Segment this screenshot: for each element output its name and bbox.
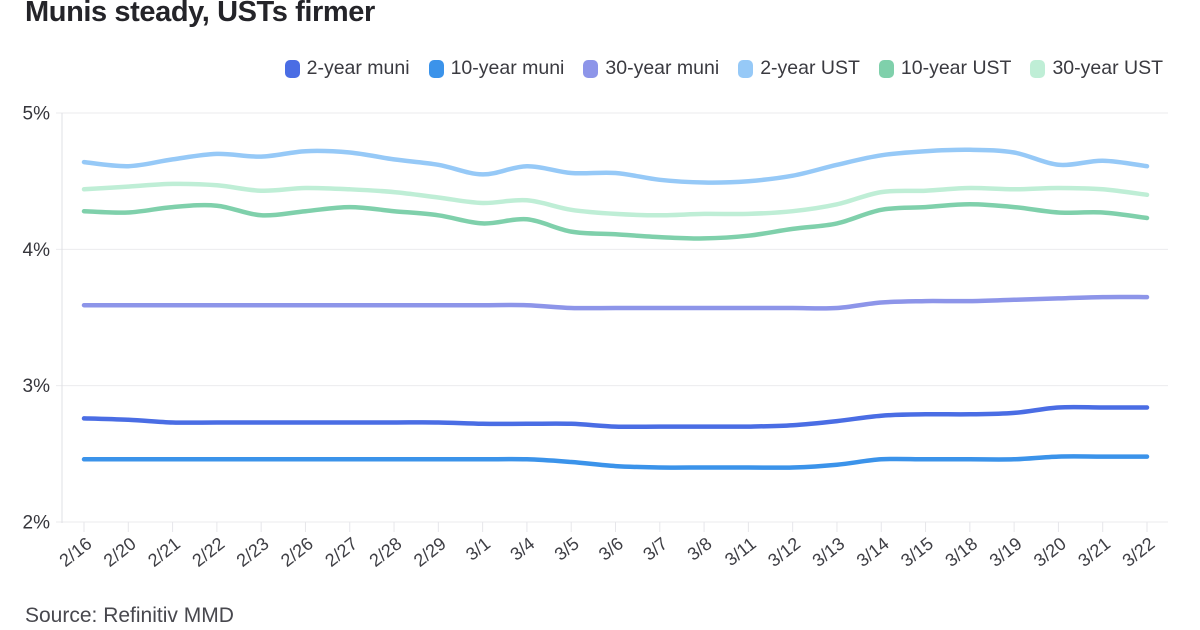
- x-tick-label: 2/23: [233, 533, 273, 570]
- legend-item-30-year-muni: 30-year muni: [583, 57, 719, 80]
- line-30-year-ust: [81, 181, 1150, 218]
- legend-item-10-year-ust: 10-year UST: [878, 57, 1012, 80]
- x-tick-label: 3/13: [808, 533, 848, 570]
- legend-swatch-2-year-muni: [284, 59, 300, 78]
- legend-label-10-year-muni: 10-year muni: [450, 57, 565, 79]
- legend-swatch-2-year-ust: [738, 59, 754, 78]
- x-tick-label: 3/1: [462, 533, 494, 564]
- legend-item-10-year-muni: 10-year muni: [428, 57, 565, 80]
- x-tick-label: 3/5: [551, 533, 583, 564]
- x-tick-label: 3/11: [721, 533, 760, 570]
- legend-label-30-year-muni: 30-year muni: [605, 57, 720, 79]
- x-tick-label: 2/21: [144, 533, 184, 570]
- line-10-year-muni: [81, 454, 1150, 470]
- legend-swatch-10-year-muni: [428, 59, 444, 78]
- legend-item-2-year-ust: 2-year UST: [738, 57, 860, 80]
- x-axis: 2/16 2/20 2/21 2/22 2/23 2/26 2/27 2/28 2/29 3/1 3…: [56, 522, 1159, 571]
- legend-item-2-year-muni: 2-year muni: [284, 57, 410, 80]
- y-tick-label: 5%: [23, 104, 51, 125]
- legend-swatch-30-year-ust: [1030, 59, 1046, 78]
- x-tick-label: 3/21: [1074, 533, 1114, 570]
- x-tick-label: 3/12: [764, 533, 804, 570]
- line-2-year-ust: [81, 147, 1150, 185]
- line-10-year-ust: [81, 202, 1150, 241]
- x-tick-label: 2/26: [277, 533, 317, 570]
- y-grid: 2% 3% 4% 5%: [23, 104, 1168, 534]
- chart-title: Munis steady, USTs firmer: [25, 0, 375, 28]
- x-tick-label: 3/20: [1030, 533, 1070, 570]
- x-tick-label: 3/6: [595, 533, 627, 564]
- legend-swatch-10-year-ust: [878, 59, 894, 78]
- x-tick-label: 3/8: [684, 533, 716, 564]
- line-chart: 2% 3% 4% 5% 2/16 2/20 2/21 2/22 2/23 2/26 2/27 2/28…: [23, 104, 1168, 571]
- x-tick-label: 3/22: [1119, 533, 1159, 570]
- x-tick-label: 2/27: [321, 533, 361, 570]
- y-tick-label: 4%: [23, 240, 51, 261]
- x-tick-label: 3/18: [941, 533, 981, 570]
- x-tick-label: 3/14: [853, 533, 893, 570]
- legend-label-2-year-muni: 2-year muni: [306, 57, 410, 79]
- legend-swatch-30-year-muni: [583, 59, 599, 78]
- x-tick-label: 2/29: [410, 533, 450, 570]
- legend-item-30-year-ust: 30-year UST: [1030, 57, 1163, 80]
- source-note: Source: Refinitiv MMD: [25, 604, 234, 627]
- line-2-year-muni: [81, 404, 1150, 430]
- legend-label-2-year-ust: 2-year UST: [760, 57, 860, 79]
- legend-label-30-year-ust: 30-year UST: [1052, 57, 1163, 79]
- y-tick-label: 2%: [23, 513, 51, 534]
- legend: 2-year muni 10-year muni 30-year muni 2-yea…: [284, 57, 1163, 80]
- line-30-year-muni: [81, 294, 1150, 311]
- x-tick-label: 3/19: [986, 533, 1026, 570]
- legend-label-10-year-ust: 10-year UST: [900, 57, 1012, 79]
- x-tick-label: 2/28: [366, 533, 406, 570]
- x-tick-label: 3/4: [506, 533, 538, 564]
- y-tick-label: 3%: [23, 376, 51, 397]
- x-tick-label: 2/20: [100, 533, 140, 570]
- x-tick-label: 2/16: [56, 533, 96, 570]
- x-tick-label: 2/22: [188, 533, 228, 570]
- x-tick-label: 3/15: [897, 533, 937, 570]
- x-tick-label: 3/7: [639, 533, 671, 564]
